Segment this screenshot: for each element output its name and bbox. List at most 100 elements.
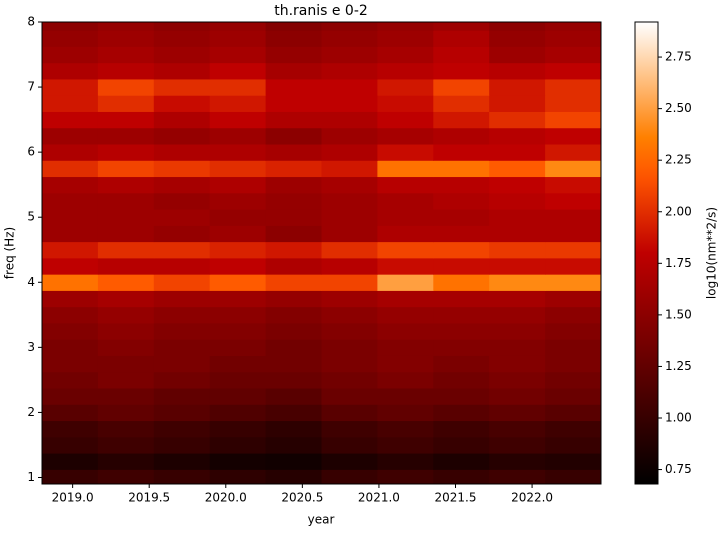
heatmap-cell bbox=[153, 355, 211, 373]
heatmap-cell bbox=[209, 111, 267, 129]
heatmap-cell bbox=[489, 176, 546, 194]
heatmap-cell bbox=[545, 78, 601, 96]
heatmap-cell bbox=[209, 469, 267, 484]
heatmap-cell bbox=[321, 306, 378, 324]
heatmap-cell bbox=[377, 257, 434, 275]
heatmap-cell bbox=[321, 176, 378, 194]
heatmap-cell bbox=[321, 274, 378, 291]
heatmap-cell bbox=[97, 160, 155, 178]
colorbar-tick-label: 1.25 bbox=[665, 359, 692, 373]
heatmap-cell bbox=[545, 95, 601, 112]
heatmap-cell bbox=[545, 241, 601, 259]
heatmap-cell bbox=[433, 371, 490, 389]
colorbar-tick-label: 2.00 bbox=[665, 204, 692, 218]
heatmap-cell bbox=[489, 78, 546, 96]
heatmap-cell bbox=[209, 209, 267, 226]
heatmap-cell bbox=[489, 339, 546, 356]
heatmap-cell bbox=[209, 30, 267, 47]
heatmap-cell bbox=[377, 46, 434, 64]
heatmap-cell bbox=[377, 22, 434, 31]
heatmap-cell bbox=[153, 469, 211, 484]
heatmap-cell bbox=[42, 257, 99, 275]
heatmap-cell bbox=[321, 209, 378, 226]
heatmap-cell bbox=[321, 355, 378, 373]
heatmap-cell bbox=[209, 144, 267, 161]
heatmap-cell bbox=[433, 355, 490, 373]
heatmap-cell bbox=[153, 436, 211, 454]
heatmap-cell bbox=[321, 225, 378, 243]
heatmap-cell bbox=[377, 290, 434, 308]
heatmap-cell bbox=[209, 241, 267, 259]
heatmap-cell bbox=[321, 436, 378, 454]
heatmap-cell bbox=[42, 127, 99, 145]
heatmap-cell bbox=[265, 453, 322, 470]
x-tick-label: 2019.5 bbox=[128, 491, 170, 505]
heatmap-cell bbox=[97, 62, 155, 80]
heatmap-cell bbox=[489, 355, 546, 373]
heatmap-cell bbox=[489, 144, 546, 161]
heatmap-cell bbox=[265, 111, 322, 129]
heatmap-cell bbox=[97, 78, 155, 96]
heatmap-cell bbox=[489, 95, 546, 112]
heatmap-cell bbox=[377, 176, 434, 194]
heatmap-cell bbox=[265, 192, 322, 210]
heatmap-cell bbox=[42, 78, 99, 96]
heatmap-cell bbox=[153, 46, 211, 64]
heatmap-cell bbox=[377, 322, 434, 340]
heatmap-cell bbox=[545, 144, 601, 161]
heatmap-cell bbox=[209, 306, 267, 324]
heatmap-cell bbox=[265, 62, 322, 80]
heatmap-cell bbox=[489, 62, 546, 80]
heatmap-cell bbox=[209, 257, 267, 275]
heatmap-cell bbox=[377, 420, 434, 438]
heatmap-cell bbox=[377, 78, 434, 96]
x-axis-label: year bbox=[308, 513, 335, 527]
heatmap-cell bbox=[209, 192, 267, 210]
heatmap-cell bbox=[265, 306, 322, 324]
heatmap-cell bbox=[42, 62, 99, 80]
heatmap-cell bbox=[489, 192, 546, 210]
heatmap-cell bbox=[545, 22, 601, 31]
heatmap-cell bbox=[321, 257, 378, 275]
heatmap-cell bbox=[97, 257, 155, 275]
heatmap-cell bbox=[545, 355, 601, 373]
heatmap-cell bbox=[153, 95, 211, 112]
heatmap-cell bbox=[545, 371, 601, 389]
heatmap-cell bbox=[433, 420, 490, 438]
y-tick-label: 7 bbox=[27, 80, 35, 94]
heatmap-cell bbox=[489, 160, 546, 178]
heatmap-cell bbox=[153, 322, 211, 340]
heatmap-cell bbox=[433, 111, 490, 129]
heatmap-cell bbox=[545, 160, 601, 178]
heatmap-cell bbox=[545, 322, 601, 340]
x-tick-label: 2022.0 bbox=[511, 491, 553, 505]
heatmap-cell bbox=[489, 322, 546, 340]
heatmap-cell bbox=[489, 274, 546, 291]
heatmap-cell bbox=[433, 95, 490, 112]
heatmap-cell bbox=[489, 420, 546, 438]
heatmap-cell bbox=[321, 192, 378, 210]
heatmap-cell bbox=[489, 111, 546, 129]
heatmap-cell bbox=[153, 22, 211, 31]
heatmap-cell bbox=[42, 371, 99, 389]
heatmap-cell bbox=[265, 469, 322, 484]
heatmap-cell bbox=[321, 388, 378, 405]
heatmap-cell bbox=[545, 46, 601, 64]
heatmap-cell bbox=[265, 78, 322, 96]
heatmap-cell bbox=[265, 355, 322, 373]
heatmap-cell bbox=[97, 339, 155, 356]
heatmap-cell bbox=[265, 225, 322, 243]
heatmap-cell bbox=[42, 388, 99, 405]
colorbar-tick-label: 1.75 bbox=[665, 256, 692, 270]
heatmap-cell bbox=[42, 241, 99, 259]
heatmap-cell bbox=[265, 404, 322, 422]
heatmap-cell bbox=[97, 388, 155, 405]
heatmap-cell bbox=[209, 22, 267, 31]
heatmap-cell bbox=[433, 404, 490, 422]
heatmap-cell bbox=[97, 22, 155, 31]
heatmap-cell bbox=[209, 225, 267, 243]
heatmap-cell bbox=[153, 144, 211, 161]
heatmap-cell bbox=[42, 306, 99, 324]
x-tick-label: 2020.5 bbox=[281, 491, 323, 505]
